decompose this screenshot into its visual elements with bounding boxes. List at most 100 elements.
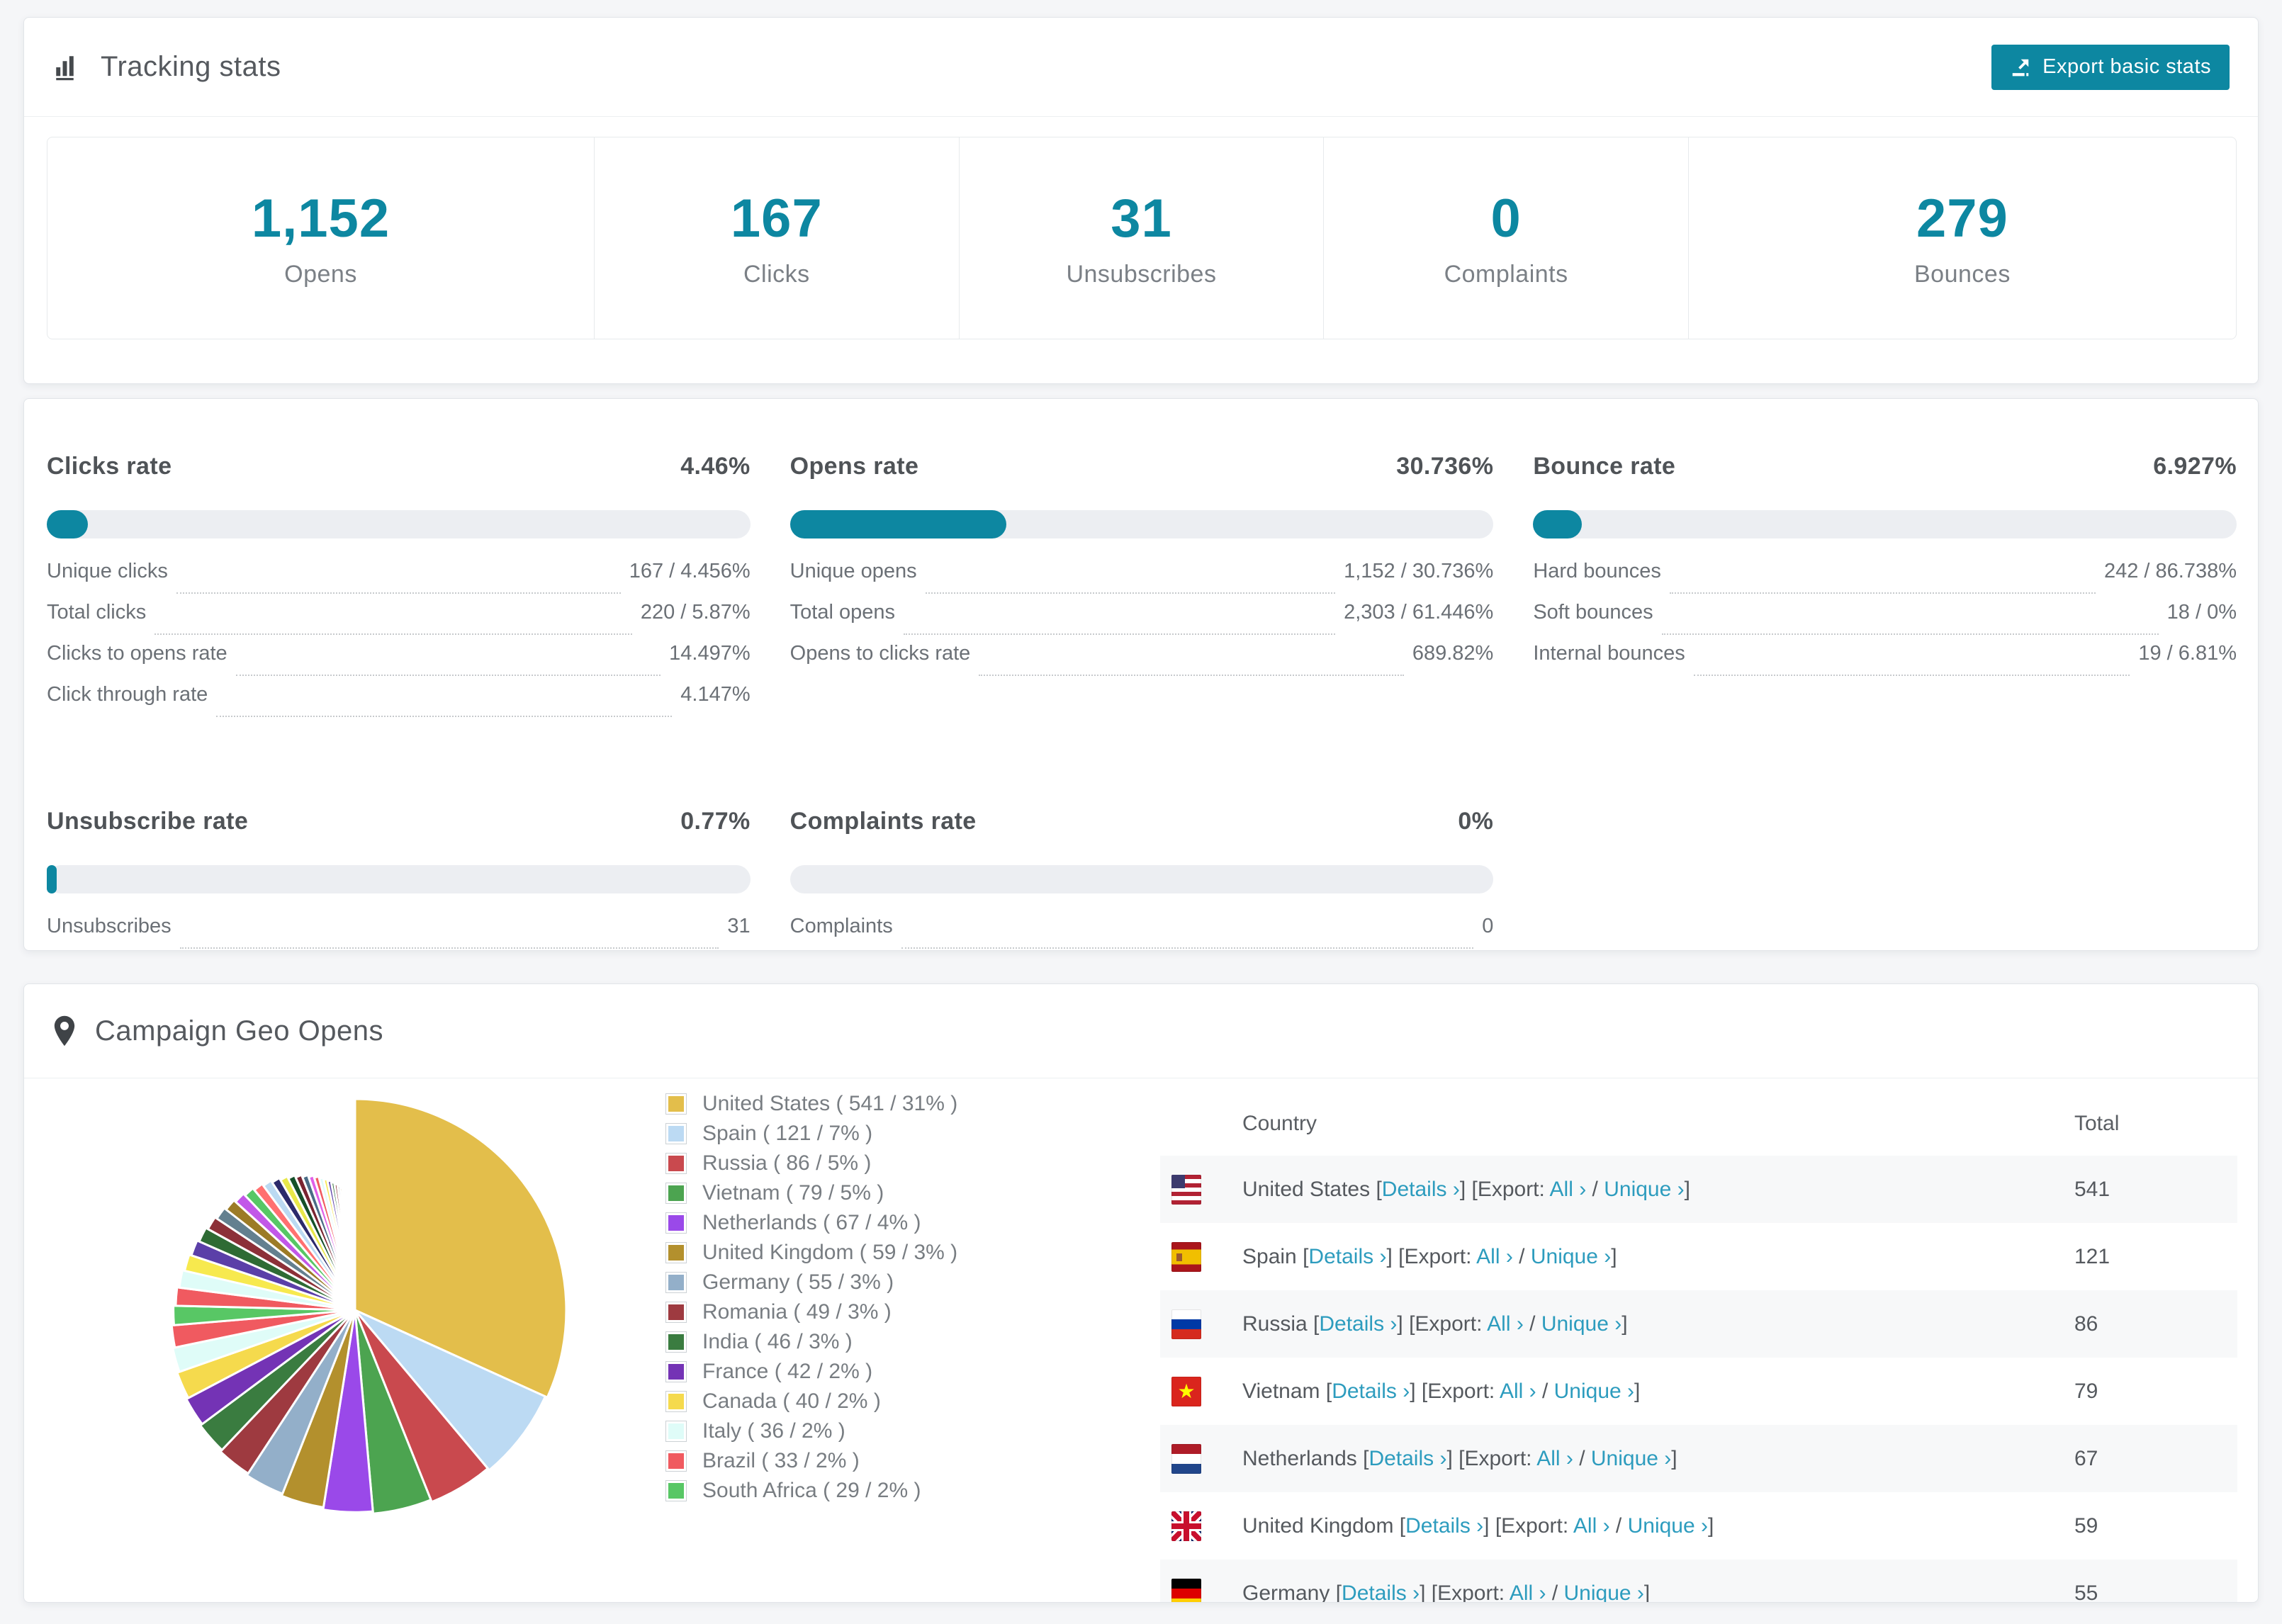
rate-title-row: Opens rate 30.736% bbox=[790, 432, 1494, 480]
flag-icon-us bbox=[1171, 1174, 1201, 1205]
legend-swatch bbox=[665, 1183, 687, 1204]
rate-progress-fill bbox=[47, 865, 57, 893]
stat-summary-strip: 1,152 Opens 167 Clicks 31 Unsubscribes 0 Compla… bbox=[47, 137, 2237, 339]
export-unique-link[interactable]: Unique › bbox=[1530, 1244, 1612, 1268]
export-unique-link[interactable]: Unique › bbox=[1553, 1379, 1635, 1403]
details-link[interactable]: Details › bbox=[1368, 1446, 1447, 1470]
legend-swatch bbox=[665, 1361, 687, 1382]
export-unique-link[interactable]: Unique › bbox=[1604, 1177, 1685, 1201]
legend-item-russia: Russia ( 86 / 5% ) bbox=[665, 1149, 957, 1178]
country-cell: United States [Details ›] [Export: All ›… bbox=[1242, 1177, 1690, 1201]
export-all-link[interactable]: All › bbox=[1509, 1581, 1546, 1603]
flag-icon-es bbox=[1171, 1241, 1201, 1272]
stat-value: 167 bbox=[730, 188, 823, 249]
map-pin-icon bbox=[52, 1015, 77, 1047]
stat-cell-complaints: 0 Complaints bbox=[1324, 137, 1689, 339]
rate-row: Total clicks 220 / 5.87% bbox=[47, 601, 751, 642]
flag-icon-ru bbox=[1171, 1309, 1201, 1339]
export-basic-stats-button[interactable]: Export basic stats bbox=[1991, 44, 2230, 90]
legend-label: Brazil ( 33 / 2% ) bbox=[702, 1449, 860, 1472]
pie-slice bbox=[215, 1207, 356, 1312]
export-unique-link[interactable]: Unique › bbox=[1541, 1312, 1622, 1336]
dotted-leader bbox=[235, 675, 661, 676]
export-all-link[interactable]: All › bbox=[1499, 1379, 1536, 1403]
rate-progress-track bbox=[789, 865, 1494, 893]
stat-label: Unsubscribes bbox=[1066, 261, 1217, 288]
export-unique-link[interactable]: Unique › bbox=[1563, 1581, 1644, 1603]
stat-value: 279 bbox=[1916, 188, 2008, 249]
pie-slice bbox=[354, 1309, 432, 1515]
rate-row: Hard bounces 242 / 86.738% bbox=[1533, 560, 2237, 601]
dotted-leader bbox=[176, 592, 621, 594]
pie-slice bbox=[225, 1199, 356, 1312]
stat-value: 1,152 bbox=[251, 188, 390, 249]
rate-progress-fill bbox=[47, 510, 88, 538]
country-cell: United Kingdom [Details ›] [Export: All … bbox=[1242, 1513, 1714, 1538]
export-all-link[interactable]: All › bbox=[1476, 1244, 1513, 1268]
rate-row-label: Click through rate bbox=[47, 683, 208, 706]
legend-label: United States ( 541 / 31% ) bbox=[702, 1092, 958, 1115]
export-unique-link[interactable]: Unique › bbox=[1627, 1513, 1708, 1538]
legend-label: Canada ( 40 / 2% ) bbox=[702, 1389, 881, 1413]
stat-cell-clicks: 167 Clicks bbox=[595, 137, 960, 339]
rate-title-row: Unsubscribe rate 0.77% bbox=[47, 786, 751, 835]
legend-item-germany: Germany ( 55 / 3% ) bbox=[665, 1268, 957, 1297]
pie-slice bbox=[170, 1309, 356, 1349]
details-link[interactable]: Details › bbox=[1381, 1177, 1460, 1201]
legend-label: France ( 42 / 2% ) bbox=[702, 1360, 873, 1383]
rate-row: Internal bounces 19 / 6.81% bbox=[1533, 642, 2237, 683]
table-row: Netherlands [Details ›] [Export: All › /… bbox=[1160, 1425, 2237, 1492]
export-all-link[interactable]: All › bbox=[1487, 1312, 1524, 1336]
rate-title-label: Complaints rate bbox=[789, 808, 977, 835]
pie-slice bbox=[322, 1309, 374, 1513]
total-cell: 86 bbox=[2074, 1312, 2098, 1336]
details-link[interactable]: Details › bbox=[1342, 1581, 1420, 1603]
geo-table-header-country: Country bbox=[1242, 1112, 1317, 1135]
rate-row-label: Opens to clicks rate bbox=[789, 642, 971, 665]
pie-slice bbox=[234, 1192, 356, 1312]
dotted-leader bbox=[903, 633, 1336, 635]
rate-row-value: 31 bbox=[727, 915, 751, 937]
legend-swatch bbox=[665, 1123, 687, 1144]
legend-swatch-color bbox=[668, 1423, 684, 1439]
details-link[interactable]: Details › bbox=[1332, 1379, 1410, 1403]
pie-slice bbox=[172, 1304, 356, 1326]
total-cell: 541 bbox=[2074, 1177, 2110, 1201]
legend-swatch bbox=[665, 1480, 687, 1501]
details-link[interactable]: Details › bbox=[1308, 1244, 1387, 1268]
legend-swatch bbox=[665, 1391, 687, 1412]
table-row: Russia [Details ›] [Export: All › / Uniq… bbox=[1160, 1290, 2237, 1358]
pie-slice bbox=[271, 1177, 356, 1312]
rate-progress-fill bbox=[789, 510, 1006, 538]
details-link[interactable]: Details › bbox=[1319, 1312, 1398, 1336]
legend-item-india: India ( 46 / 3% ) bbox=[665, 1327, 957, 1357]
legend-swatch-color bbox=[668, 1156, 684, 1171]
legend-swatch-color bbox=[668, 1096, 684, 1112]
rate-title-row: Bounce rate 6.927% bbox=[1533, 432, 2237, 480]
details-link[interactable]: Details › bbox=[1405, 1513, 1484, 1538]
export-icon bbox=[2010, 57, 2031, 78]
export-all-link[interactable]: All › bbox=[1573, 1513, 1610, 1538]
rate-row: Clicks to opens rate 14.497% bbox=[47, 642, 751, 683]
pie-slice bbox=[294, 1173, 356, 1312]
pie-slice bbox=[199, 1309, 356, 1451]
dotted-leader bbox=[1669, 592, 2096, 594]
rate-row: Unique opens 1,152 / 30.736% bbox=[790, 560, 1493, 601]
pie-slice bbox=[354, 1309, 546, 1472]
rate-row-label: Total opens bbox=[789, 601, 895, 624]
legend-item-spain: Spain ( 121 / 7% ) bbox=[665, 1119, 957, 1149]
rate-row-value: 4.147% bbox=[680, 683, 751, 706]
rates-card: Clicks rate 4.46% Unique clicks 167 / 4.456… bbox=[23, 398, 2259, 951]
legend-item-netherlands: Netherlands ( 67 / 4% ) bbox=[665, 1208, 957, 1238]
export-all-link[interactable]: All › bbox=[1536, 1446, 1573, 1470]
rate-progress-track bbox=[1533, 510, 2237, 538]
rates-grid: Clicks rate 4.46% Unique clicks 167 / 4.456… bbox=[47, 432, 2237, 956]
rate-row: Total opens 2,303 / 61.446% bbox=[789, 601, 1493, 642]
stat-cell-bounces: 279 Bounces bbox=[1689, 137, 2236, 339]
export-unique-link[interactable]: Unique › bbox=[1590, 1446, 1672, 1470]
export-all-link[interactable]: All › bbox=[1549, 1177, 1587, 1201]
dotted-leader bbox=[979, 675, 1404, 676]
tracking-stats-card: Tracking stats Export basic stats 1,152 O… bbox=[23, 17, 2259, 384]
rate-rows: Complaints 0 bbox=[790, 915, 1493, 956]
geo-table-header: Country Total bbox=[1160, 1092, 2237, 1156]
